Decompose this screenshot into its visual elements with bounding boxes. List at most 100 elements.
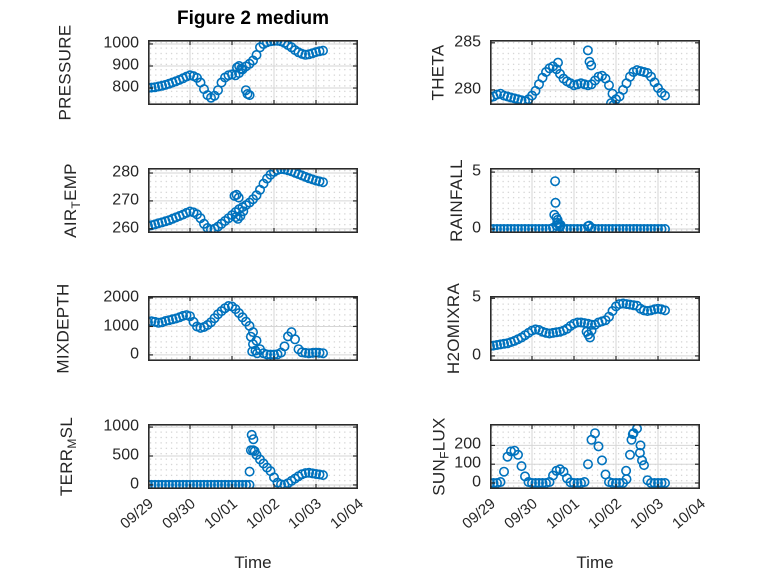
- data-marker: [642, 224, 653, 233]
- terr-ylabel-post: SL: [57, 416, 77, 439]
- data-marker: [171, 479, 181, 489]
- data-marker: [499, 338, 509, 349]
- data-marker: [541, 224, 551, 233]
- data-marker: [540, 327, 551, 338]
- y-tick-label: 270: [112, 191, 139, 209]
- data-marker: [582, 45, 593, 56]
- x-tick-label-right: 10/02: [585, 495, 626, 533]
- data-marker: [492, 339, 502, 350]
- x-tick-label-left: 10/02: [243, 495, 284, 533]
- theta-plot-area: [490, 40, 700, 105]
- x-tick-label-right: 10/03: [627, 495, 668, 533]
- data-marker: [621, 465, 632, 476]
- data-marker: [148, 479, 157, 489]
- data-marker: [174, 479, 185, 489]
- data-marker: [232, 213, 243, 224]
- data-marker: [627, 429, 638, 440]
- airtemp-ylabel-post: EMP: [60, 163, 80, 201]
- data-marker: [544, 328, 555, 339]
- subplot-sunflux: SUNFLUX 0 100 200: [430, 417, 700, 496]
- data-marker: [572, 477, 583, 488]
- y-tick-label: 260: [112, 219, 139, 237]
- mixdepth-ylabel: MIXDEPTH: [53, 283, 73, 373]
- data-marker: [231, 189, 242, 200]
- figure-title: Figure 2 medium: [176, 8, 330, 29]
- data-marker: [586, 60, 597, 71]
- data-marker: [499, 466, 509, 477]
- data-marker: [236, 63, 247, 74]
- data-marker: [178, 479, 188, 489]
- x-tick-label-right: 09/29: [459, 495, 500, 533]
- x-tick-label-left: 09/29: [117, 495, 158, 533]
- axes-box: [148, 168, 358, 233]
- data-marker: [618, 224, 628, 233]
- data-marker: [534, 224, 544, 233]
- data-marker: [512, 449, 523, 460]
- mixdepth-markers: [148, 301, 329, 360]
- data-marker: [572, 317, 583, 328]
- data-marker: [593, 441, 604, 452]
- data-marker: [660, 224, 670, 233]
- x-tick-label-left: 10/03: [285, 495, 326, 533]
- data-marker: [237, 479, 248, 489]
- sunflux-ylabel-pre: SUN: [429, 458, 449, 496]
- data-marker: [216, 479, 227, 489]
- data-marker: [632, 224, 642, 233]
- data-marker: [642, 306, 653, 316]
- data-marker: [607, 224, 618, 233]
- data-marker: [584, 220, 595, 231]
- data-marker: [230, 212, 241, 223]
- data-marker: [230, 479, 241, 489]
- data-marker: [248, 339, 259, 350]
- data-marker: [262, 40, 272, 48]
- data-marker: [241, 479, 251, 489]
- data-marker: [195, 479, 206, 489]
- data-marker: [614, 224, 625, 233]
- data-marker: [188, 479, 199, 489]
- data-marker: [506, 224, 516, 233]
- data-marker: [660, 305, 671, 316]
- data-marker: [537, 477, 548, 488]
- pressure-ylabel: PRESSURE: [55, 25, 75, 121]
- data-marker: [530, 477, 541, 488]
- data-marker: [495, 224, 506, 233]
- data-marker: [249, 446, 260, 457]
- data-marker: [248, 327, 259, 338]
- airtemp-ylabel-sub: T: [68, 200, 83, 209]
- data-marker: [516, 461, 527, 472]
- data-marker: [649, 477, 660, 488]
- data-marker: [590, 428, 601, 439]
- data-marker: [206, 479, 216, 489]
- y-tick-label: 1000: [103, 317, 139, 335]
- data-marker: [551, 327, 562, 338]
- data-marker: [639, 305, 650, 316]
- y-tick-label: 1000: [103, 34, 139, 52]
- data-marker: [252, 348, 263, 359]
- x-axis-label-left: Time: [234, 553, 272, 572]
- data-marker: [209, 479, 220, 489]
- data-marker: [318, 177, 329, 188]
- data-marker: [527, 224, 537, 233]
- rainfall-ylabel: RAINFALL: [446, 159, 466, 242]
- data-marker: [635, 224, 646, 233]
- data-marker: [537, 224, 548, 233]
- data-marker: [516, 224, 527, 233]
- y-tick-label: 280: [112, 163, 139, 181]
- data-marker: [553, 218, 564, 229]
- y-tick-label: 2000: [103, 288, 139, 306]
- data-marker: [244, 466, 255, 477]
- data-marker: [238, 206, 249, 217]
- data-marker: [314, 347, 325, 358]
- axes-box: [148, 296, 358, 361]
- minor-grid: [491, 169, 699, 232]
- data-marker: [490, 341, 495, 352]
- data-marker: [614, 299, 625, 310]
- subplot-theta: THETA 280 285: [429, 34, 700, 105]
- terr-ylabel-sub: M: [65, 438, 80, 449]
- data-marker: [153, 317, 164, 328]
- data-marker: [272, 168, 283, 175]
- data-marker: [523, 224, 534, 233]
- data-marker: [148, 82, 157, 93]
- data-marker: [579, 476, 590, 487]
